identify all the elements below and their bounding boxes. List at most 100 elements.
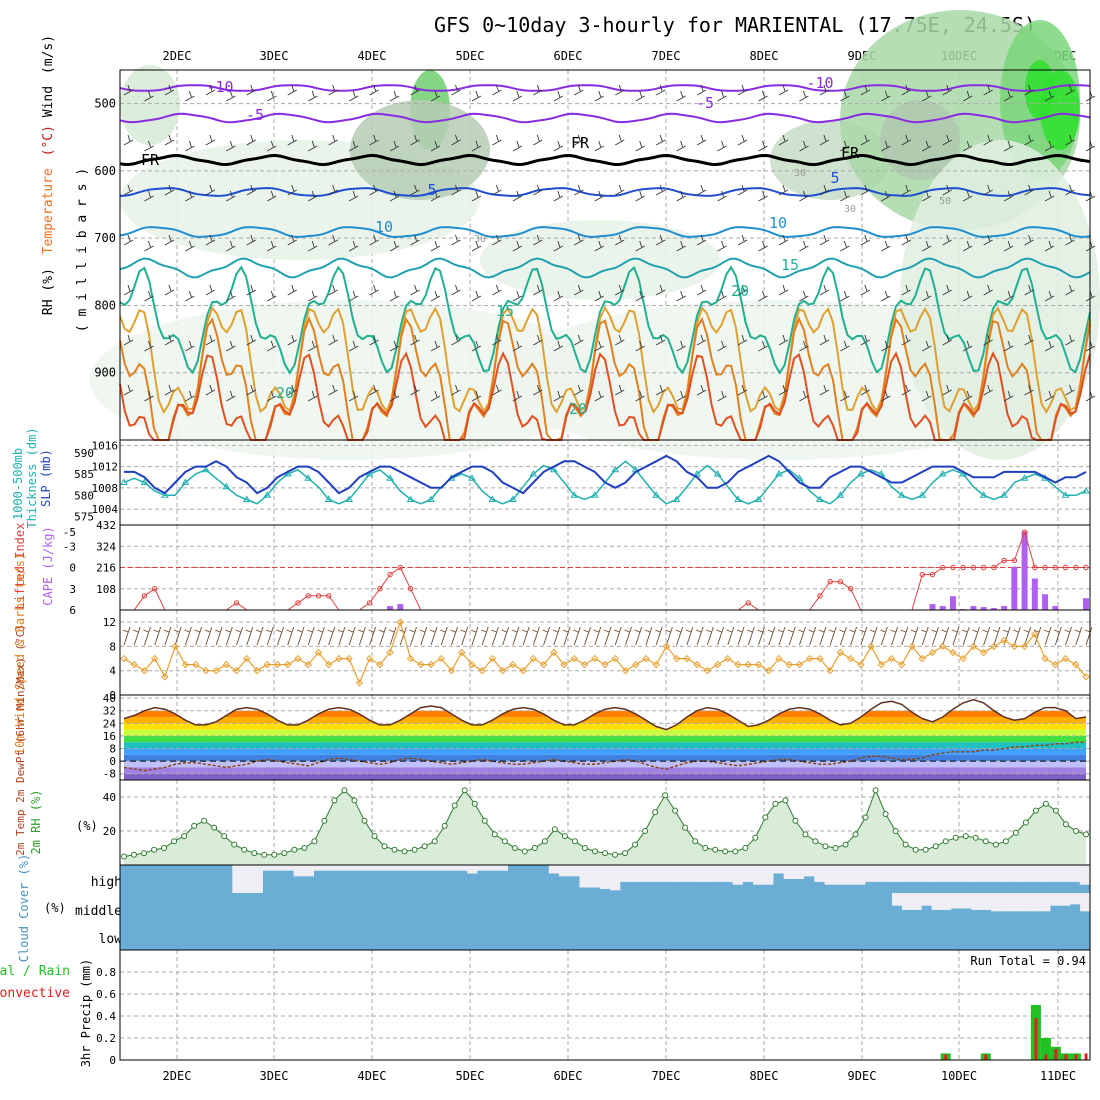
cape-tick-label: 216 bbox=[96, 562, 116, 575]
upper-wind-barb bbox=[287, 384, 297, 396]
thickness-marker bbox=[918, 491, 927, 498]
cloud-cell bbox=[610, 890, 621, 893]
temp-band bbox=[124, 717, 1086, 724]
upper-wind-barb bbox=[655, 234, 666, 246]
cape-bar bbox=[1083, 598, 1089, 610]
lifted-index-marker bbox=[919, 571, 925, 578]
cloud-gap bbox=[957, 865, 968, 882]
rh-marker bbox=[1002, 838, 1009, 845]
upper-wind-barb bbox=[389, 90, 400, 102]
surface-wind-barb bbox=[849, 626, 858, 646]
wind-speed-marker bbox=[631, 660, 640, 669]
wind-speed-marker bbox=[314, 648, 323, 657]
upper-wind-barb bbox=[512, 340, 523, 352]
upper-wind-barb bbox=[287, 284, 297, 296]
isotherm-line bbox=[119, 316, 1091, 441]
upper-wind-barb bbox=[901, 84, 912, 96]
rh-marker bbox=[1042, 800, 1049, 807]
thickness-marker bbox=[263, 491, 272, 498]
wind-speed-marker bbox=[1031, 630, 1039, 638]
day-label-bottom: 7DEC bbox=[652, 1069, 681, 1083]
cloud-gap bbox=[446, 865, 458, 871]
upper-wind-barb bbox=[676, 190, 686, 202]
temp-band bbox=[124, 767, 1086, 774]
surface-wind-barb bbox=[174, 626, 182, 646]
cloud-gap bbox=[283, 865, 295, 871]
upper-wind-barb bbox=[164, 84, 175, 96]
upper-wind-barb bbox=[922, 240, 932, 252]
upper-wind-barb bbox=[881, 90, 891, 102]
cloud-cell bbox=[926, 881, 938, 893]
upper-wind-barb bbox=[410, 134, 420, 146]
contour-label: 10 bbox=[375, 218, 393, 236]
surface-wind-barb bbox=[921, 626, 929, 646]
cloud-cell bbox=[120, 921, 131, 950]
wind-speed-marker bbox=[324, 660, 333, 669]
rh-marker bbox=[211, 824, 218, 831]
upper-wind-barb bbox=[962, 140, 973, 152]
cloud-cell bbox=[1059, 921, 1071, 950]
rh-marker bbox=[581, 845, 588, 851]
cloud-cell bbox=[732, 884, 744, 893]
precip-convective-bar bbox=[1074, 1054, 1078, 1060]
surface-wind-barb bbox=[818, 626, 827, 646]
upper-wind-barb bbox=[737, 234, 748, 246]
cloud-cell bbox=[824, 921, 836, 950]
slp-line bbox=[124, 454, 1087, 495]
wind-speed-marker bbox=[754, 660, 763, 669]
thickness-marker bbox=[222, 482, 231, 490]
upper-wind-barb bbox=[267, 390, 277, 402]
pressure-tick-label: 600 bbox=[94, 164, 116, 178]
surface-wind-barb bbox=[655, 626, 663, 646]
upper-wind-barb bbox=[328, 284, 338, 296]
wind-speed-marker bbox=[191, 660, 200, 669]
upper-wind-barb bbox=[1003, 90, 1014, 102]
precip-legend-convective: Convective bbox=[0, 986, 70, 1001]
cloud-cell bbox=[242, 921, 254, 950]
rh-marker bbox=[221, 833, 228, 840]
surface-wind-barb bbox=[675, 626, 684, 646]
cloud-gap bbox=[252, 865, 264, 893]
thickness-tick-label: 580 bbox=[74, 489, 94, 502]
surface-wind-barb bbox=[440, 626, 448, 646]
cape-bar bbox=[1031, 578, 1038, 610]
rh-marker bbox=[1022, 819, 1029, 826]
upper-wind-barb bbox=[1065, 184, 1075, 196]
cloud-cell bbox=[555, 893, 566, 921]
upper-wind-barb bbox=[492, 184, 502, 196]
wind-speed-marker bbox=[150, 654, 159, 663]
cloud-cell bbox=[722, 921, 734, 950]
rh-marker bbox=[391, 846, 398, 853]
rh-marker bbox=[311, 838, 318, 845]
upper-wind-barb bbox=[594, 290, 604, 302]
cloud-cell bbox=[497, 870, 509, 893]
upper-wind-barb bbox=[492, 334, 502, 346]
cloud-cell bbox=[446, 870, 458, 893]
cloud-cell bbox=[317, 893, 329, 921]
surface-wind-barb bbox=[204, 626, 213, 646]
cloud-cell bbox=[620, 921, 632, 950]
cloud-cell bbox=[354, 870, 366, 893]
wind-speed-marker bbox=[437, 654, 445, 663]
surface-wind-barb bbox=[143, 626, 151, 646]
surface-wind-barb bbox=[419, 626, 428, 646]
cloud-cell bbox=[702, 921, 713, 950]
cloud-cell bbox=[936, 881, 948, 893]
surface-wind-barb bbox=[624, 626, 632, 646]
cloud-cell bbox=[268, 893, 279, 921]
cloud-cell bbox=[538, 921, 550, 950]
contour-label: 10 bbox=[769, 214, 787, 232]
upper-wind-barb bbox=[860, 184, 871, 196]
upper-wind-barb bbox=[1024, 184, 1034, 196]
cloud-cell bbox=[416, 870, 427, 893]
upper-wind-barb bbox=[226, 240, 236, 252]
upper-wind-barb bbox=[123, 84, 134, 96]
thickness-marker bbox=[713, 470, 722, 477]
cloud-cell bbox=[496, 893, 507, 921]
upper-wind-barb bbox=[881, 140, 891, 152]
cloud-cell bbox=[252, 921, 264, 950]
cloud-gap bbox=[702, 865, 713, 882]
wind-speed-marker bbox=[1072, 660, 1080, 669]
wind-speed-marker bbox=[795, 660, 804, 669]
cloud-gap bbox=[911, 893, 923, 910]
